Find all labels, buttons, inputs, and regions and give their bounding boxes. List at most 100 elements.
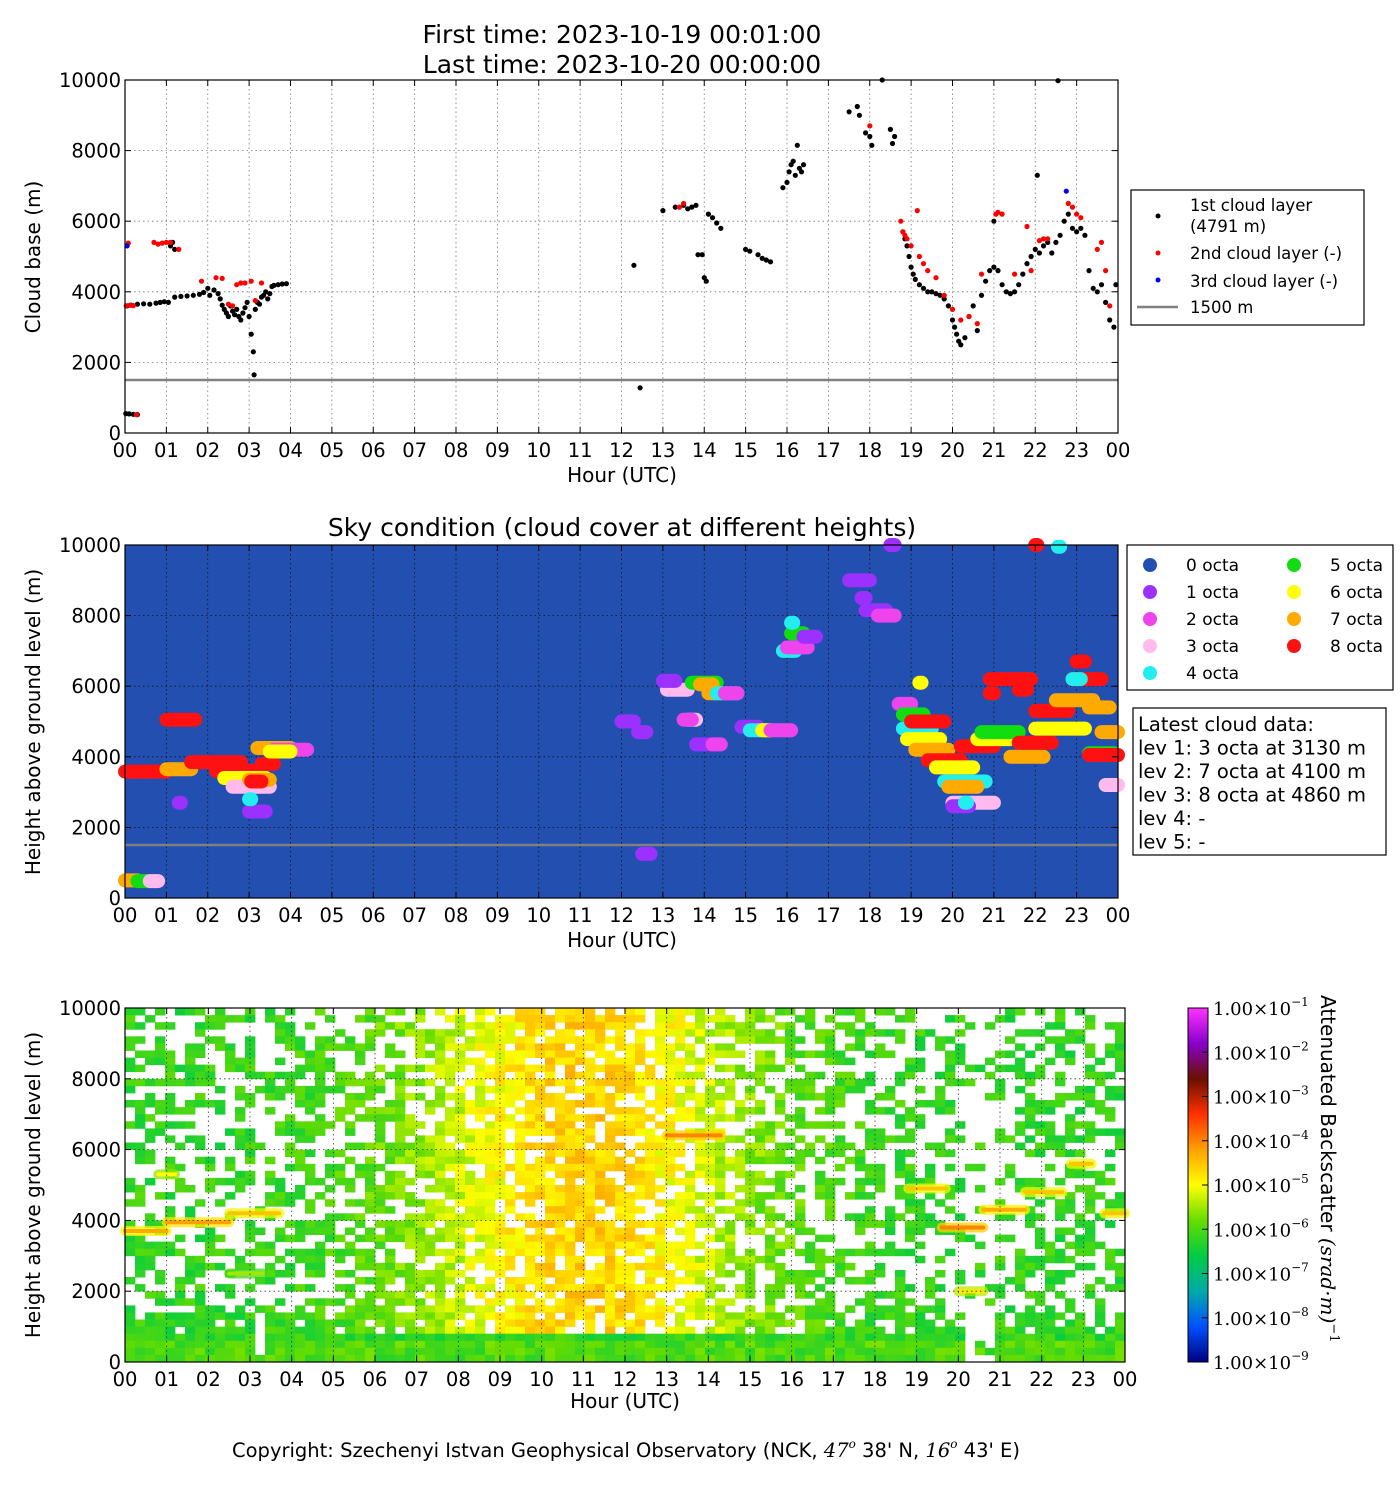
backscatter-cell bbox=[995, 1213, 1006, 1221]
backscatter-cell bbox=[775, 1291, 786, 1299]
backscatter-cell bbox=[925, 1029, 936, 1037]
backscatter-cell bbox=[215, 1354, 226, 1363]
backscatter-cell bbox=[215, 1142, 226, 1150]
backscatter-cell bbox=[395, 1262, 406, 1271]
backscatter-cell bbox=[1055, 1135, 1066, 1143]
y-tick-label: 4000 bbox=[71, 281, 121, 304]
backscatter-cell bbox=[915, 1100, 926, 1108]
backscatter-cell bbox=[725, 1234, 736, 1243]
backscatter-x-label: Hour (UTC) bbox=[570, 1389, 680, 1413]
backscatter-cell bbox=[605, 1022, 616, 1030]
backscatter-cell bbox=[625, 1114, 636, 1122]
backscatter-cell bbox=[1065, 1114, 1076, 1122]
backscatter-cell bbox=[535, 1121, 546, 1129]
backscatter-cell bbox=[755, 1064, 766, 1073]
backscatter-cell bbox=[755, 1156, 766, 1165]
backscatter-cell bbox=[235, 1185, 246, 1193]
footer-lon-deg-symbol: o bbox=[950, 1437, 957, 1451]
backscatter-cell bbox=[1005, 1163, 1016, 1172]
backscatter-cell bbox=[335, 1071, 346, 1080]
backscatter-cell bbox=[965, 1078, 976, 1087]
backscatter-cell bbox=[895, 1163, 906, 1172]
backscatter-cell bbox=[585, 1220, 596, 1228]
backscatter-cell bbox=[125, 1277, 136, 1285]
backscatter-cell bbox=[525, 1036, 536, 1044]
backscatter-cell bbox=[945, 1015, 956, 1023]
backscatter-cell bbox=[475, 1156, 486, 1165]
backscatter-cell bbox=[1095, 1347, 1106, 1356]
backscatter-cell bbox=[535, 1284, 546, 1292]
backscatter-cell bbox=[195, 1050, 206, 1058]
backscatter-cell bbox=[1105, 1262, 1116, 1271]
backscatter-cell bbox=[335, 1354, 346, 1363]
layer1-point bbox=[1007, 291, 1014, 297]
backscatter-cell bbox=[465, 1262, 476, 1271]
backscatter-cell bbox=[535, 1128, 546, 1136]
layer1-point bbox=[672, 204, 678, 210]
latest-cloud-data-box bbox=[1132, 707, 1387, 856]
backscatter-cell bbox=[585, 1347, 596, 1356]
backscatter-cell bbox=[1085, 1170, 1096, 1179]
backscatter-cell bbox=[995, 1093, 1006, 1101]
backscatter-cell bbox=[485, 1149, 496, 1158]
backscatter-cell bbox=[305, 1270, 316, 1278]
colorbar-tick-label: 1.00×10−5 bbox=[1213, 1172, 1309, 1197]
backscatter-cell bbox=[785, 1333, 796, 1342]
backscatter-cell bbox=[1075, 1093, 1086, 1101]
backscatter-cell bbox=[755, 1029, 766, 1037]
backscatter-cell bbox=[305, 1319, 316, 1327]
backscatter-cell bbox=[775, 1241, 786, 1250]
backscatter-cell bbox=[695, 1015, 706, 1023]
backscatter-cell bbox=[935, 1036, 946, 1044]
backscatter-cell bbox=[1105, 1085, 1116, 1094]
backscatter-cell bbox=[1055, 1291, 1066, 1299]
backscatter-cell bbox=[745, 1022, 756, 1030]
backscatter-cell bbox=[675, 1333, 686, 1342]
backscatter-cell bbox=[675, 1199, 686, 1207]
backscatter-cell bbox=[495, 1107, 506, 1115]
backscatter-cell bbox=[555, 1170, 566, 1179]
backscatter-cell bbox=[135, 1354, 146, 1363]
backscatter-cell bbox=[705, 1142, 716, 1150]
backscatter-cell bbox=[505, 1078, 516, 1087]
backscatter-cell bbox=[185, 1043, 196, 1051]
backscatter-cell bbox=[385, 1298, 396, 1306]
backscatter-cell bbox=[515, 1177, 526, 1186]
backscatter-cell bbox=[295, 1085, 306, 1094]
backscatter-cell bbox=[1025, 1319, 1036, 1327]
backscatter-cell bbox=[455, 1241, 466, 1250]
backscatter-cell bbox=[1075, 1340, 1086, 1349]
backscatter-cell bbox=[745, 1192, 756, 1200]
backscatter-cell bbox=[545, 1213, 556, 1221]
backscatter-cell bbox=[425, 1149, 436, 1158]
backscatter-cell bbox=[645, 1333, 656, 1342]
backscatter-cell bbox=[195, 1333, 206, 1342]
backscatter-cell bbox=[1075, 1029, 1086, 1037]
backscatter-cell bbox=[1025, 1220, 1036, 1228]
backscatter-cell bbox=[315, 1064, 326, 1073]
backscatter-cell bbox=[405, 1156, 416, 1165]
backscatter-cell bbox=[905, 1064, 916, 1073]
backscatter-cell bbox=[875, 1305, 886, 1313]
backscatter-cell bbox=[625, 1071, 636, 1080]
backscatter-cell bbox=[325, 1163, 336, 1172]
backscatter-cell bbox=[705, 1262, 716, 1271]
backscatter-cell bbox=[435, 1277, 446, 1285]
backscatter-cell bbox=[485, 1220, 496, 1228]
backscatter-cell bbox=[675, 1213, 686, 1221]
backscatter-cell bbox=[815, 1326, 826, 1335]
backscatter-cell bbox=[135, 1347, 146, 1356]
backscatter-cell bbox=[1105, 1326, 1116, 1335]
backscatter-cell bbox=[405, 1319, 416, 1327]
backscatter-cell bbox=[815, 1093, 826, 1101]
backscatter-cell bbox=[155, 1078, 166, 1087]
backscatter-cell bbox=[315, 1340, 326, 1349]
backscatter-cell bbox=[1035, 1213, 1046, 1221]
backscatter-cell bbox=[895, 1135, 906, 1143]
backscatter-cell bbox=[1015, 1270, 1026, 1278]
backscatter-cell bbox=[285, 1008, 296, 1016]
backscatter-cell bbox=[405, 1291, 416, 1299]
backscatter-cell bbox=[465, 1319, 476, 1327]
backscatter-cell bbox=[595, 1085, 606, 1094]
backscatter-cell bbox=[785, 1340, 796, 1349]
